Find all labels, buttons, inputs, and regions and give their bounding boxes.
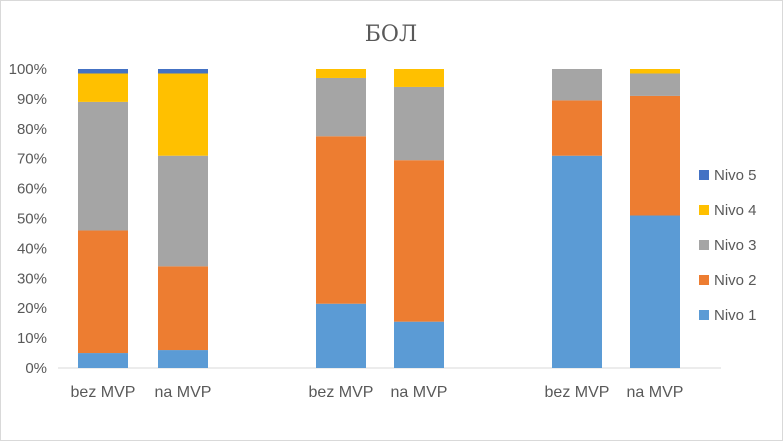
y-tick-label: 40% xyxy=(17,240,47,257)
bar-segment xyxy=(630,73,680,96)
x-tick-label: na MVP xyxy=(391,384,448,401)
bar-segment xyxy=(158,73,208,156)
bar-segment xyxy=(78,101,128,231)
y-axis-ticks: 0% 10% 20% 30% 40% 50% 60% 70% 80% 90% 100% xyxy=(9,61,47,377)
legend-swatch xyxy=(699,310,709,320)
bar-segment xyxy=(552,155,602,368)
legend-label: Nivo 5 xyxy=(714,167,757,184)
bar-segment xyxy=(552,69,602,101)
bar-segment xyxy=(394,321,444,368)
y-tick-label: 30% xyxy=(17,270,47,287)
y-tick-label: 80% xyxy=(17,121,47,138)
x-tick-label: bez MVP xyxy=(309,384,374,401)
bar-segment xyxy=(78,353,128,368)
legend-swatch xyxy=(699,275,709,285)
x-tick-label: bez MVP xyxy=(71,384,136,401)
y-tick-label: 100% xyxy=(9,61,47,78)
bar-segment xyxy=(158,69,208,74)
y-tick-label: 70% xyxy=(17,151,47,168)
bar-segment xyxy=(158,266,208,351)
y-tick-label: 10% xyxy=(17,330,47,347)
bar-segment xyxy=(394,160,444,322)
legend-swatch xyxy=(699,205,709,215)
chart-title: БОЛ xyxy=(365,22,418,47)
legend-swatch xyxy=(699,240,709,250)
bar-segment xyxy=(316,69,366,78)
bar-segment xyxy=(158,350,208,368)
bar-segment xyxy=(630,215,680,368)
legend: Nivo 5 Nivo 4 Nivo 3 Nivo 2 Nivo 1 xyxy=(699,167,757,324)
x-tick-label: na MVP xyxy=(155,384,212,401)
bar-segment xyxy=(316,77,366,137)
x-tick-label: na MVP xyxy=(627,384,684,401)
y-tick-label: 0% xyxy=(25,360,47,377)
bar-segment xyxy=(316,136,366,304)
bar-segment xyxy=(394,86,444,161)
x-axis-labels: bez MVP na MVP bez MVP na MVP bez MVP na MVP xyxy=(71,384,684,401)
legend-label: Nivo 3 xyxy=(714,237,757,254)
legend-label: Nivo 2 xyxy=(714,272,757,289)
bar-segment xyxy=(552,100,602,156)
legend-swatch xyxy=(699,170,709,180)
bar-segment xyxy=(78,230,128,354)
bar-segment xyxy=(158,155,208,267)
x-tick-label: bez MVP xyxy=(545,384,610,401)
bar-segment xyxy=(316,303,366,368)
bar-segment xyxy=(630,69,680,74)
bar-segment xyxy=(78,69,128,74)
y-tick-label: 50% xyxy=(17,211,47,228)
bar-segment xyxy=(630,95,680,216)
y-tick-label: 60% xyxy=(17,181,47,198)
legend-label: Nivo 1 xyxy=(714,307,757,324)
bars xyxy=(78,69,680,368)
legend-label: Nivo 4 xyxy=(714,202,757,219)
y-tick-label: 20% xyxy=(17,300,47,317)
bar-segment xyxy=(394,69,444,87)
bar-segment xyxy=(78,73,128,102)
y-tick-label: 90% xyxy=(17,91,47,108)
